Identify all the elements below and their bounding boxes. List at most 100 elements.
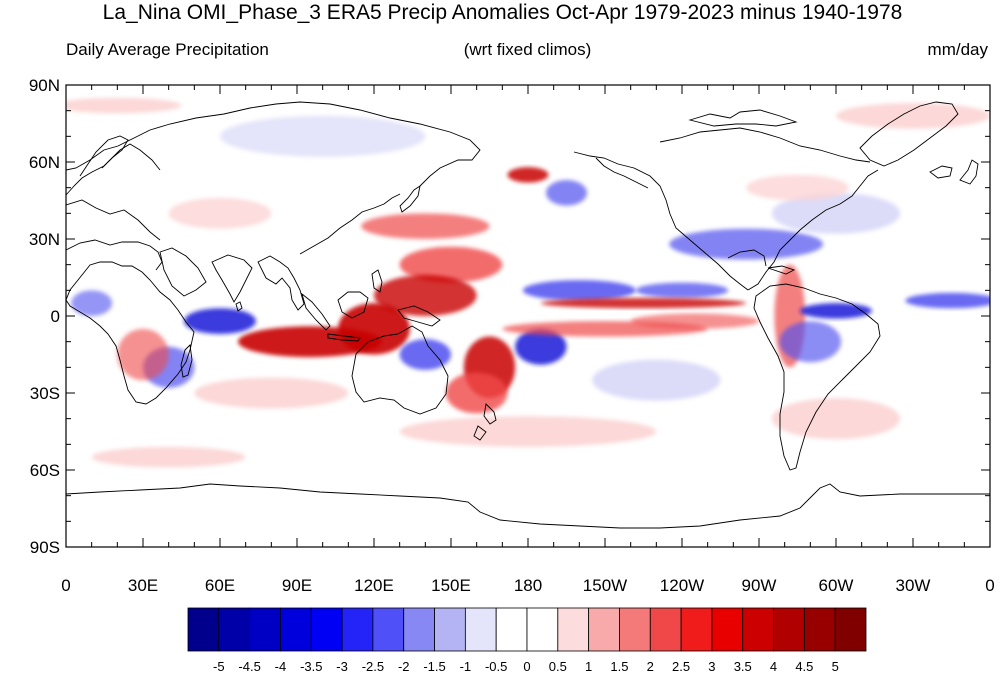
anomaly-region — [168, 197, 272, 229]
lon-tick-label: 0 — [985, 576, 994, 595]
lat-tick-label: 90S — [30, 538, 60, 557]
india-coast — [211, 254, 253, 303]
java-coast — [327, 333, 361, 342]
colorbar-box — [834, 607, 867, 652]
anomaly-region — [507, 167, 549, 183]
colorbar-box — [588, 607, 620, 652]
eurasia-north-coast — [66, 101, 481, 187]
anomaly-region — [779, 321, 842, 363]
lon-tick-label: 120W — [660, 576, 704, 595]
anomaly-region — [635, 282, 729, 299]
units-label: mm/day — [927, 40, 988, 59]
greenland-coast — [859, 101, 959, 167]
colorbar-label: 5 — [832, 659, 839, 674]
colorbar-box — [464, 607, 497, 652]
axis-ticks — [65, 84, 991, 548]
colorbar-box — [803, 607, 836, 652]
colorbar-box — [372, 607, 405, 652]
subtitle-left: Daily Average Precipitation — [66, 40, 269, 59]
lon-tick-label: 120E — [354, 576, 394, 595]
colorbar-box — [742, 607, 774, 652]
anomaly-region — [746, 174, 849, 201]
north-america-west-coast — [573, 151, 749, 291]
north-america-east-coast — [747, 169, 879, 291]
colorbar-label: 4 — [770, 659, 777, 674]
colorbar-box — [773, 607, 805, 652]
lon-tick-label: 180 — [514, 576, 542, 595]
alaska-coast — [595, 157, 649, 189]
lat-tick-label: 0 — [51, 307, 60, 326]
colorbar-box — [218, 607, 251, 652]
cuba-coast — [767, 265, 796, 275]
colorbar: -5 -4.5 -4 -3.5 -3 -2.5 -2 -1.5 -1 -0.5 0 0.5 1 1.5 2 2… — [187, 607, 867, 674]
sumatra-coast — [301, 292, 331, 331]
colorbar-label: -1 — [460, 659, 472, 674]
srilanka-coast — [235, 301, 243, 312]
north-africa-coast — [66, 239, 163, 271]
lat-tick-label: 30N — [29, 230, 60, 249]
anomaly-region — [800, 303, 872, 319]
subtitle-center: (wrt fixed climos) — [463, 40, 592, 59]
anomaly-region — [771, 192, 901, 234]
anomaly-region — [399, 339, 452, 370]
southeast-asia-coast — [257, 255, 305, 311]
anomaly-region — [905, 292, 990, 309]
colorbar-label: 3.5 — [734, 659, 752, 674]
coastlines — [66, 101, 990, 529]
philippines-coast — [371, 269, 383, 293]
anomaly-region — [374, 274, 477, 316]
colorbar-label: 2.5 — [672, 659, 690, 674]
lon-tick-label: 60E — [205, 576, 235, 595]
colorbar-label: -5 — [213, 659, 225, 674]
new-zealand-coast — [473, 403, 497, 441]
latitude-labels: 90N 60N 30N 0 30S 60S 90S — [29, 76, 60, 557]
anomaly-region — [540, 298, 747, 309]
colorbar-box — [280, 607, 312, 652]
colorbar-label: 1.5 — [610, 659, 628, 674]
colorbar-label: 0.5 — [549, 659, 567, 674]
anomaly-region — [522, 280, 636, 301]
colorbar-box — [557, 607, 590, 652]
colorbar-box — [249, 607, 281, 652]
lon-tick-label: 60W — [819, 576, 854, 595]
anomaly-region — [194, 377, 349, 409]
colorbar-label: 0 — [523, 659, 530, 674]
precip-anomaly-field — [66, 97, 990, 468]
colorbar-box — [495, 607, 528, 652]
africa-coast — [66, 261, 195, 405]
mediterranean-coast — [66, 199, 161, 241]
lat-tick-label: 90N — [29, 76, 60, 95]
lon-tick-label: 0 — [61, 576, 70, 595]
europe-coast — [66, 143, 161, 196]
colorbar-label: -4.5 — [238, 659, 260, 674]
anomaly-region — [515, 328, 567, 365]
arctic-islands-coast — [688, 109, 798, 127]
colorbar-labels: -5 -4.5 -4 -3.5 -3 -2.5 -2 -1.5 -1 -0.5 0 0.5 1 1.5 2 2… — [213, 659, 839, 674]
anomaly-region — [91, 446, 246, 468]
colorbar-box — [403, 607, 435, 652]
colorbar-label: -2 — [398, 659, 410, 674]
colorbar-label: -0.5 — [485, 659, 507, 674]
longitude-labels: 0 30E 60E 90E 120E 150E 180 150W 120W 90W 60W 30W 0 — [61, 576, 994, 595]
anomaly-region — [592, 359, 721, 401]
south-america-coast — [753, 283, 881, 471]
lon-tick-label: 150W — [583, 576, 627, 595]
lon-tick-label: 90E — [282, 576, 312, 595]
anomaly-region — [220, 115, 426, 157]
anomaly-region — [545, 179, 588, 206]
colorbar-box — [310, 607, 343, 652]
china-coast — [299, 193, 401, 255]
japan-coast — [399, 185, 421, 213]
anomaly-region — [445, 372, 508, 414]
lat-tick-label: 30S — [30, 384, 60, 403]
anomaly-region — [117, 328, 169, 381]
anomaly-region — [184, 308, 256, 334]
uk-coast — [959, 159, 979, 185]
colorbar-label: 1 — [585, 659, 592, 674]
lon-tick-label: 30W — [896, 576, 931, 595]
canada-arctic-coast — [659, 127, 871, 163]
colorbar-box — [680, 607, 713, 652]
lat-tick-label: 60N — [29, 153, 60, 172]
iceland-coast — [929, 165, 953, 179]
